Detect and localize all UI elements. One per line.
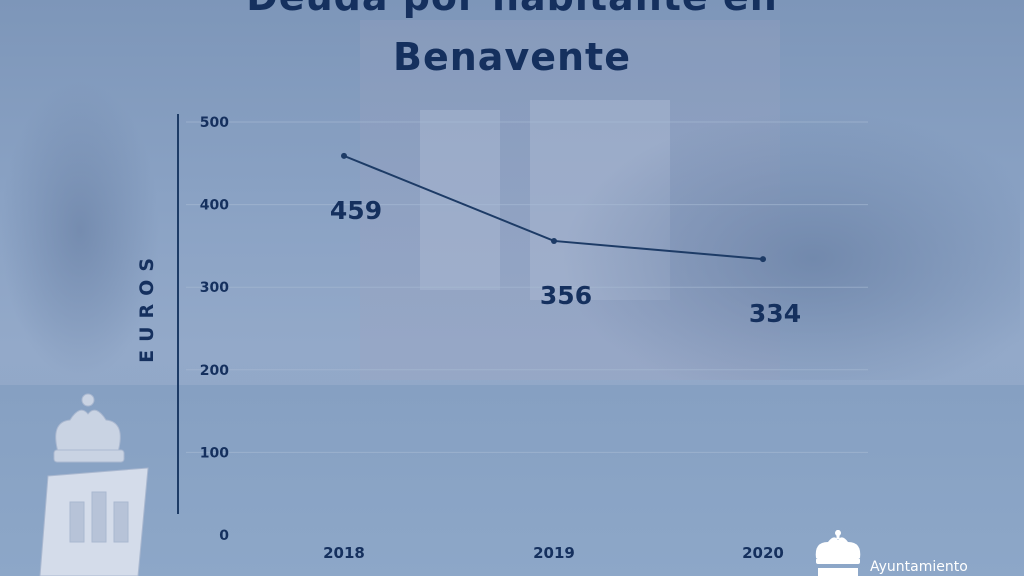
y-tick-label: 500	[200, 115, 229, 131]
data-point	[760, 256, 766, 263]
background-window	[420, 110, 500, 290]
background-statue	[0, 80, 160, 380]
y-tick-label: 400	[200, 198, 229, 214]
data-labels: 459 356 334	[330, 196, 801, 328]
data-label: 356	[540, 281, 592, 310]
x-tick-label: 2018	[323, 544, 365, 562]
x-tick-label: 2020	[742, 544, 784, 562]
x-tick-label: 2019	[533, 544, 575, 562]
x-tick-labels: 2018 2019 2020	[323, 544, 784, 562]
ayuntamiento-logo: Ayuntamiento	[806, 528, 1024, 576]
grid-lines	[186, 121, 868, 453]
data-label: 459	[330, 196, 382, 225]
y-tick-label: 100	[200, 445, 229, 461]
coat-of-arms-icon	[39, 393, 149, 576]
data-point	[341, 152, 347, 159]
chart-title-line2: Benavente	[393, 35, 631, 79]
data-label: 334	[749, 299, 801, 328]
data-points	[341, 152, 766, 263]
logo-text: Ayuntamiento	[870, 559, 968, 575]
y-tick-label: 300	[200, 280, 229, 296]
data-point	[551, 237, 557, 244]
chart-title-line1: Deuda por habitante en	[160, 0, 864, 26]
y-tick-labels: 0 100 200 300 400 500	[200, 115, 229, 544]
background-bull-statue	[560, 110, 1020, 380]
crown-icon	[815, 530, 861, 576]
y-tick-label: 200	[200, 363, 229, 379]
y-tick-label: 0	[219, 528, 229, 544]
